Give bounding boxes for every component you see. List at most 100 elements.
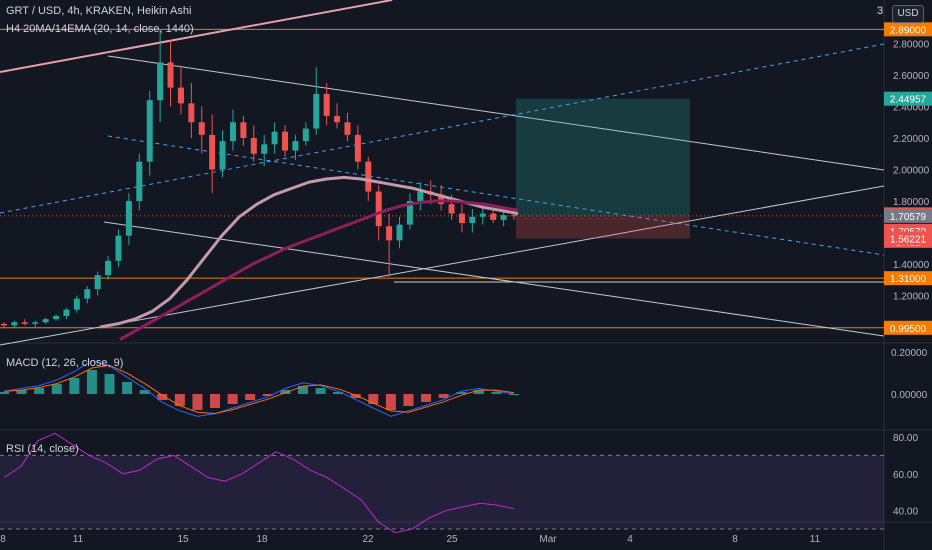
macd-histogram-bar <box>34 388 45 394</box>
channel-top-line <box>107 55 885 171</box>
macd-title[interactable]: MACD (12, 26, close, 9) <box>6 357 124 369</box>
macd-histogram-bar <box>297 386 308 394</box>
macd-line <box>3 359 515 417</box>
macd-histogram-bar <box>333 392 344 394</box>
candle-body <box>157 62 164 101</box>
macd-histogram-bar <box>139 390 150 394</box>
price-tag-label: 1.70579 <box>890 212 927 223</box>
loss-zone <box>516 215 690 239</box>
candle-body <box>240 122 247 138</box>
currency-button[interactable]: USD <box>892 5 924 23</box>
time-axis-label: 8 <box>732 534 738 545</box>
time-axis-label: 25 <box>446 534 458 545</box>
candle-body <box>490 213 497 220</box>
candle-body <box>115 235 122 261</box>
long-position-tool[interactable] <box>516 98 690 239</box>
macd-tick-label: 0.20000 <box>891 348 928 359</box>
symbol-title[interactable]: GRT / USD, 4h, KRAKEN, Heikin Ashi <box>6 5 192 17</box>
price-tick-label: 1.20000 <box>893 292 930 303</box>
rsi-pane <box>0 432 884 534</box>
candle-body <box>84 289 91 299</box>
macd-histogram-bar <box>192 394 203 410</box>
candle-body <box>177 87 184 104</box>
candle-body <box>32 322 39 324</box>
macd-histogram-bar <box>245 394 256 400</box>
rsi-line <box>3 432 515 534</box>
candle-body <box>21 322 28 324</box>
macd-histogram-bar <box>16 390 27 394</box>
candle-body <box>94 275 101 290</box>
macd-histogram-bar <box>104 374 115 394</box>
candle-body <box>511 215 517 217</box>
macd-histogram-bar <box>350 394 361 398</box>
price-tag <box>884 208 932 223</box>
rsi-tick-label: 80.00 <box>893 433 918 444</box>
macd-histogram-bar <box>0 392 9 394</box>
rsi-tick-label: 40.00 <box>893 507 918 518</box>
time-axis-label: 11 <box>810 534 821 545</box>
macd-histogram-bar <box>421 394 432 402</box>
macd-histogram-bar <box>491 392 502 394</box>
candle-body <box>209 134 216 170</box>
macd-histogram-bar <box>280 390 291 394</box>
time-axis-label: 11 <box>73 534 84 545</box>
candle-body <box>344 122 351 135</box>
dashed-trendline-up <box>0 43 885 214</box>
price-tag-label: 2.89000 <box>890 25 927 36</box>
candle-body <box>386 226 393 241</box>
macd-histogram-bar <box>438 394 449 398</box>
channel-bottom-line <box>103 221 885 337</box>
candle-body <box>63 309 70 316</box>
macd-histogram-bar <box>122 382 133 394</box>
candle-body <box>11 322 18 326</box>
candle-body <box>53 315 60 320</box>
macd-histogram-bar <box>473 390 484 394</box>
time-axis-label: 22 <box>362 534 374 545</box>
macd-pane <box>0 359 519 417</box>
macd-histogram-bar <box>86 370 97 394</box>
candle-body <box>105 260 112 276</box>
upper-trendline <box>0 0 393 73</box>
candle-body <box>500 215 507 220</box>
candle-body <box>396 224 403 241</box>
rsi-title[interactable]: RSI (14, close) <box>6 443 79 455</box>
price-tick-label: 2.00000 <box>893 166 930 177</box>
price-tick-label: 2.60000 <box>893 71 930 82</box>
candle-body <box>250 138 257 154</box>
macd-histogram-bar <box>315 388 326 394</box>
candle-body <box>198 122 205 135</box>
price-tick-label: 2.40000 <box>893 103 930 114</box>
candle-body <box>375 191 382 227</box>
candle-body <box>188 103 195 123</box>
price-tag-label: 0.99500 <box>890 324 927 335</box>
time-axis-label: Mar <box>539 534 557 545</box>
macd-signal-line <box>3 364 515 415</box>
macd-histogram-bar <box>51 384 62 394</box>
candle-body <box>229 122 236 142</box>
candle-body <box>365 161 372 192</box>
candle-body <box>302 128 309 142</box>
candle-body <box>458 213 465 224</box>
macd-histogram-bar <box>456 392 467 394</box>
candle-body <box>42 319 49 323</box>
study-title[interactable]: H4 20MA/14EMA (20, 14, close, 1440) <box>6 23 194 35</box>
candle-body <box>271 131 278 145</box>
macd-histogram-bar <box>403 394 414 406</box>
macd-histogram-bar <box>368 394 379 404</box>
macd-histogram-bar <box>227 394 238 404</box>
trendline-drawings[interactable] <box>0 0 885 346</box>
price-tag <box>884 271 932 286</box>
ma-20-line <box>99 175 519 329</box>
price-tick-label: 2.20000 <box>893 134 930 145</box>
candle-body <box>334 115 341 123</box>
macd-histogram-bar <box>210 394 221 408</box>
candle-body <box>438 194 445 205</box>
ema-14-line <box>119 199 519 341</box>
price-tag <box>884 320 932 335</box>
macd-histogram-bar <box>157 394 168 400</box>
rising-support-line <box>0 185 885 346</box>
price-tick-label: 1.40000 <box>893 260 930 271</box>
candle-body <box>146 100 153 162</box>
moving-average-lines <box>99 175 519 341</box>
